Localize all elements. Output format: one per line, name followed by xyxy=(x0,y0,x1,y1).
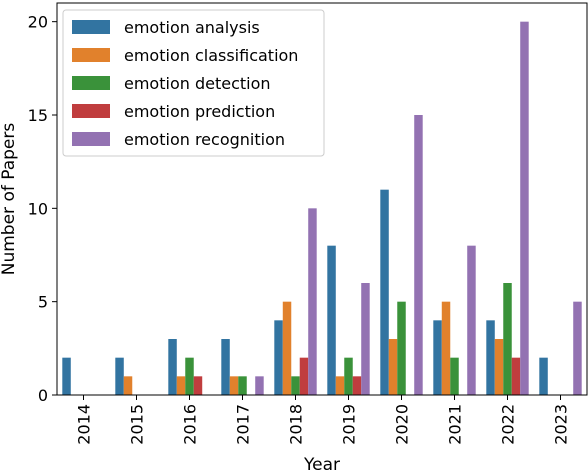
bar-emotion-analysis-2021 xyxy=(433,320,442,395)
axes-group: 0 5 10 15 20 2014 2015 2016 2017 2018 2019 2020 2021… xyxy=(28,2,588,445)
bar-emotion-recognition-2021 xyxy=(467,245,476,395)
legend-label: emotion classification xyxy=(124,46,298,65)
bar-emotion-analysis-2014 xyxy=(62,357,71,395)
x-tick-label: 2021 xyxy=(446,404,465,445)
legend-label: emotion detection xyxy=(124,74,271,93)
x-tick-label: 2023 xyxy=(552,404,571,445)
bar-emotion-classification-2018 xyxy=(282,301,292,395)
x-tick-label: 2015 xyxy=(128,404,147,445)
bar-emotion-prediction-2019 xyxy=(352,376,362,395)
bar-emotion-analysis-2017 xyxy=(221,339,230,395)
bar-emotion-classification-2022 xyxy=(494,339,504,395)
bar-emotion-analysis-2022 xyxy=(486,320,495,395)
legend: emotion analysis emotion classification em… xyxy=(62,9,325,157)
bar-emotion-detection-2017 xyxy=(238,376,247,395)
y-tick-label: 10 xyxy=(28,199,48,218)
legend-swatch xyxy=(72,48,110,62)
x-tick-label: 2022 xyxy=(499,404,518,445)
legend-label: emotion analysis xyxy=(124,18,260,37)
bar-emotion-recognition-2019 xyxy=(361,283,370,395)
bar-emotion-detection-2016 xyxy=(185,357,194,395)
bar-emotion-classification-2019 xyxy=(335,376,345,395)
legend-swatch xyxy=(72,20,110,34)
legend-swatch xyxy=(72,76,110,90)
bar-emotion-analysis-2018 xyxy=(274,320,283,395)
x-tick-label: 2020 xyxy=(393,404,412,445)
bar-emotion-analysis-2015 xyxy=(115,357,124,395)
bar-emotion-classification-2017 xyxy=(229,376,239,395)
plot-frame xyxy=(56,2,588,396)
bar-emotion-detection-2019 xyxy=(344,357,353,395)
bar-emotion-classification-2021 xyxy=(441,301,451,395)
legend-box xyxy=(62,9,325,157)
bar-emotion-prediction-2016 xyxy=(193,376,203,395)
bar-emotion-recognition-2018 xyxy=(308,208,317,395)
bar-emotion-recognition-2020 xyxy=(414,115,423,395)
x-tick-label: 2017 xyxy=(234,404,253,445)
x-axis-label: Year xyxy=(303,455,340,470)
bar-emotion-prediction-2022 xyxy=(511,357,521,395)
y-axis-label: Number of Papers xyxy=(0,123,19,276)
y-tick-label: 15 xyxy=(28,106,48,125)
bar-emotion-recognition-2022 xyxy=(520,21,529,395)
legend-swatch xyxy=(72,104,110,118)
bar-emotion-recognition-2023 xyxy=(573,301,582,395)
x-tick-label: 2014 xyxy=(75,404,94,445)
bar-emotion-classification-2015 xyxy=(123,376,133,395)
bar-emotion-analysis-2020 xyxy=(380,189,389,395)
bar-emotion-detection-2022 xyxy=(503,283,512,395)
bar-emotion-analysis-2016 xyxy=(168,339,177,395)
bar-emotion-analysis-2019 xyxy=(327,245,336,395)
legend-label: emotion recognition xyxy=(124,130,285,149)
bar-emotion-prediction-2018 xyxy=(299,357,309,395)
y-tick-label: 0 xyxy=(38,386,48,405)
bar-emotion-detection-2020 xyxy=(397,301,406,395)
x-tick-label: 2018 xyxy=(287,404,306,445)
y-tick-label: 20 xyxy=(28,13,48,32)
legend-swatch xyxy=(72,132,110,146)
bar-emotion-detection-2021 xyxy=(450,357,459,395)
bar-emotion-classification-2020 xyxy=(388,339,398,395)
legend-label: emotion prediction xyxy=(124,102,275,121)
bar-emotion-analysis-2023 xyxy=(539,357,548,395)
x-tick-label: 2019 xyxy=(340,404,359,445)
x-tick-label: 2016 xyxy=(181,404,200,445)
bar-emotion-recognition-2017 xyxy=(255,376,264,395)
bars-group xyxy=(62,21,582,395)
bar-emotion-detection-2018 xyxy=(291,376,300,395)
bar-emotion-classification-2016 xyxy=(176,376,186,395)
y-tick-label: 5 xyxy=(38,293,48,312)
